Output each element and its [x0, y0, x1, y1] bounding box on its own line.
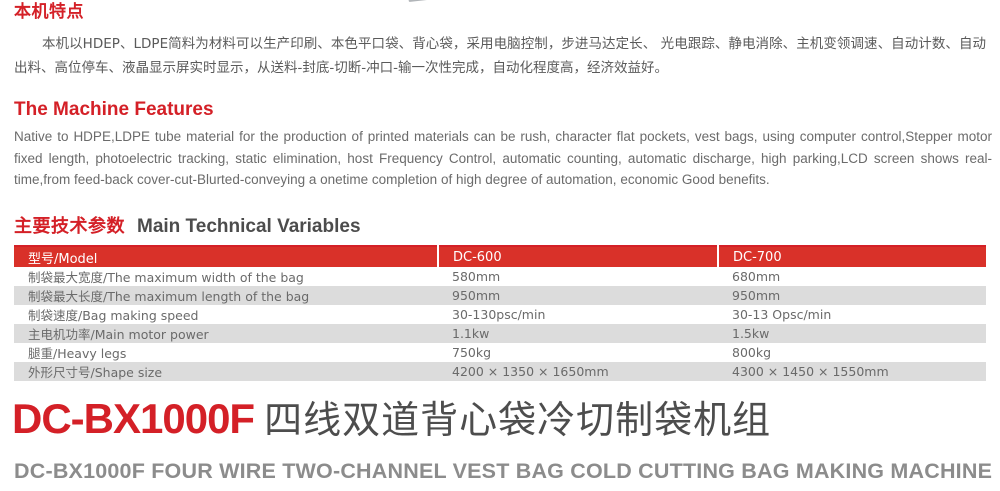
table-cell-label: 制袋最大长度/The maximum length of the bag [14, 286, 438, 305]
table-cell-dc700: 800kg [718, 343, 986, 362]
table-cell-label: 主电机功率/Main motor power [14, 324, 438, 343]
table-cell-dc600: 1.1kw [438, 324, 718, 343]
table-header-cell-dc600: DC-600 [438, 246, 719, 267]
table-cell-dc700: 1.5kw [718, 324, 986, 343]
table-cell-dc700: 950mm [718, 286, 986, 305]
table-row: 制袋最大宽度/The maximum width of the bag 580m… [14, 267, 986, 286]
table-header-row: 型号/Model DC-600 DC-700 [14, 246, 986, 267]
table-cell-label: 外形尺寸号/Shape size [14, 362, 438, 381]
table-cell-dc700: 4300 × 1450 × 1550mm [718, 362, 986, 381]
table-row: 外形尺寸号/Shape size 4200 × 1350 × 1650mm 43… [14, 362, 986, 381]
table-row: 腿重/Heavy legs 750kg 800kg [14, 343, 986, 362]
table-cell-dc600: 580mm [438, 267, 718, 286]
table-cell-dc600: 30-130psc/min [438, 305, 718, 324]
product-model: DC-BX1000F [12, 395, 255, 442]
table-header: 型号/Model DC-600 DC-700 [14, 246, 986, 267]
tech-params-heading: 主要技术参数 Main Technical Variables [14, 217, 361, 236]
table-row: 制袋最大长度/The maximum length of the bag 950… [14, 286, 986, 305]
table-header-cell-dc700: DC-700 [718, 246, 986, 267]
table-cell-label: 制袋速度/Bag making speed [14, 305, 438, 324]
table-cell-label: 腿重/Heavy legs [14, 343, 438, 362]
product-name-cn: 四线双道背心袋冷切制袋机组 [264, 398, 772, 442]
table-body: 制袋最大宽度/The maximum width of the bag 580m… [14, 267, 986, 381]
product-name-en: DC-BX1000F FOUR WIRE TWO-CHANNEL VEST BA… [14, 459, 993, 483]
features-paragraph-cn: 本机以HDEP、LDPE简料为材料可以生产印刷、本色平口袋、背心袋，采用电脑控制… [14, 36, 986, 76]
table-cell-label: 制袋最大宽度/The maximum width of the bag [14, 267, 438, 286]
features-paragraph-en: Native to HDPE,LDPE tube material for th… [14, 129, 992, 187]
table-row: 制袋速度/Bag making speed 30-130psc/min 30-1… [14, 305, 986, 324]
product-title: DC-BX1000F 四线双道背心袋冷切制袋机组 [12, 398, 771, 440]
machine-photo-image [407, 0, 698, 18]
specification-table: 型号/Model DC-600 DC-700 制袋最大宽度/The maximu… [14, 245, 986, 381]
tech-params-heading-en: Main Technical Variables [137, 216, 361, 237]
features-heading-cn: 本机特点 [14, 2, 84, 21]
table-cell-dc600: 4200 × 1350 × 1650mm [438, 362, 718, 381]
table-row: 主电机功率/Main motor power 1.1kw 1.5kw [14, 324, 986, 343]
table-cell-dc700: 680mm [718, 267, 986, 286]
machine-frame-icon [407, 0, 660, 2]
table-header-cell-model: 型号/Model [14, 246, 439, 267]
tech-params-heading-cn: 主要技术参数 [14, 216, 125, 236]
table-cell-dc600: 950mm [438, 286, 718, 305]
features-heading-en: The Machine Features [14, 99, 214, 120]
table-cell-dc600: 750kg [438, 343, 718, 362]
table-cell-dc700: 30-13 Opsc/min [718, 305, 986, 324]
